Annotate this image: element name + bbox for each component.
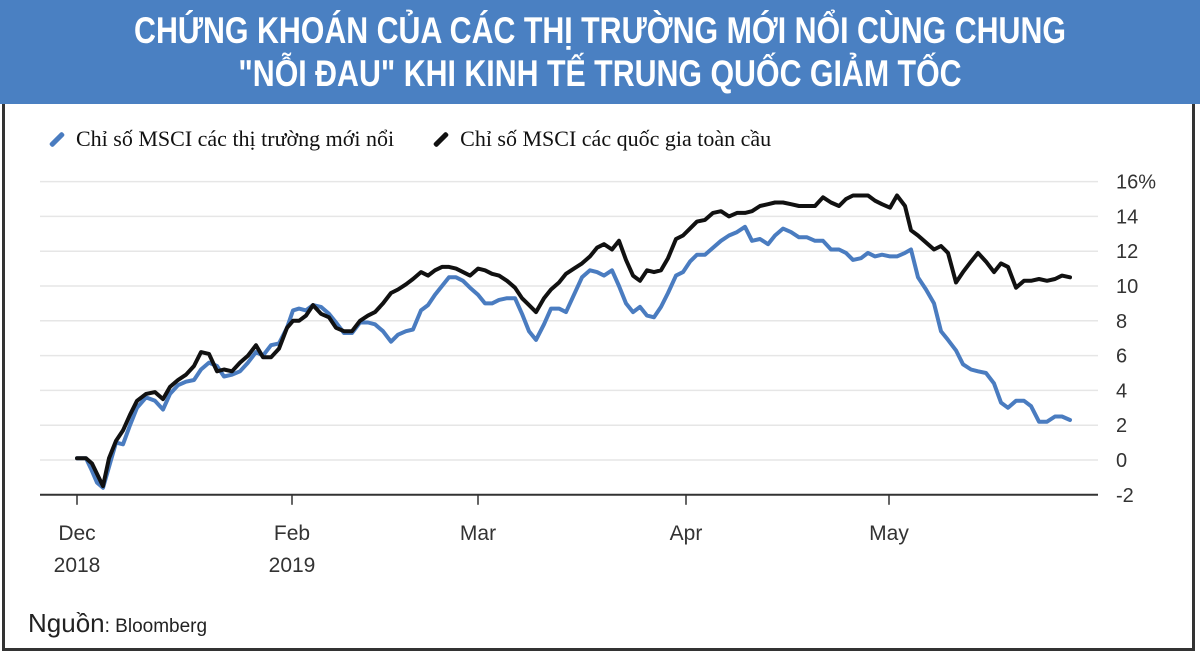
legend-item-global: Chỉ số MSCI các quốc gia toàn cầu [432, 126, 771, 152]
x-tick-month: Mar [460, 522, 496, 545]
chart-title-banner: CHỨNG KHOÁN CỦA CÁC THỊ TRƯỜNG MỚI NỔI C… [0, 0, 1200, 104]
y-tick-label: 4 [1116, 380, 1127, 402]
x-tick-month: Feb [274, 522, 310, 545]
y-tick-label: 16% [1116, 172, 1156, 194]
chart-legend: Chỉ số MSCI các thị trường mới nổi Chỉ s… [48, 124, 809, 154]
y-axis: -2 0 2 4 6 8 10 12 14 16% [1116, 172, 1156, 507]
source-value: : Bloomberg [104, 616, 208, 637]
chart-title-line-1: CHỨNG KHOÁN CỦA CÁC THỊ TRƯỜNG MỚI NỔI C… [134, 10, 1066, 51]
y-tick-label: 12 [1116, 241, 1138, 263]
x-tick-month: Apr [670, 522, 703, 545]
y-tick-label: 14 [1116, 206, 1138, 228]
chart-frame [2, 104, 1195, 651]
series-line-emerging-markets [75, 224, 1072, 490]
y-tick-label: 10 [1116, 276, 1138, 298]
x-tick-year: 2019 [269, 554, 316, 577]
source-label: Nguồn [28, 608, 105, 638]
chart-title-line-2: "NỖI ĐAU" KHI KINH TẾ TRUNG QUỐC GIẢM TỐ… [238, 53, 962, 94]
x-axis: Dec 2018 Feb 2019 Mar Apr May [40, 493, 1098, 577]
y-tick-label: 2 [1116, 415, 1127, 437]
series-line-global [75, 193, 1072, 489]
x-tick-month: Dec [58, 522, 95, 545]
y-tick-label: -2 [1116, 485, 1134, 507]
legend-label: Chỉ số MSCI các thị trường mới nổi [76, 126, 395, 151]
y-tick-label: 8 [1116, 311, 1127, 333]
legend-label: Chỉ số MSCI các quốc gia toàn cầu [460, 126, 772, 151]
y-tick-label: 0 [1116, 450, 1127, 472]
source-note: Nguồn: Bloomberg [28, 608, 207, 639]
y-tick-label: 6 [1116, 346, 1127, 368]
legend-item-emerging-markets: Chỉ số MSCI các thị trường mới nổi [48, 126, 394, 152]
x-tick-year: 2018 [54, 554, 101, 577]
data-series [75, 193, 1072, 490]
x-tick-month: May [869, 522, 909, 545]
